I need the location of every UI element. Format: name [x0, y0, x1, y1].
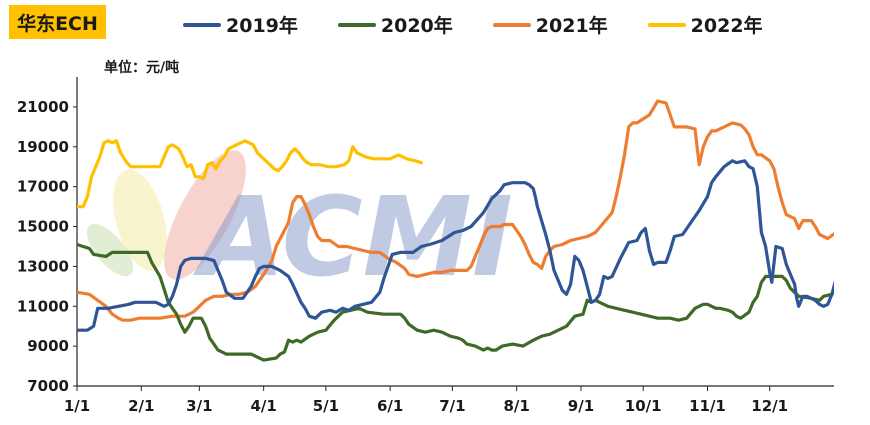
- legend-item-2020年: 2020年: [337, 11, 453, 38]
- y-tick-label: 7000: [27, 377, 69, 395]
- x-tick-label: 5/1: [313, 397, 339, 415]
- x-tick-label: 11/1: [689, 397, 726, 415]
- axes: 7000 9000 11000 13000 15000 17000 19000 21000 1/…: [17, 77, 834, 415]
- x-tick-label: 8/1: [504, 397, 530, 415]
- legend-label: 2019年: [226, 15, 298, 37]
- chart-title-badge: 华东ECH: [9, 5, 106, 39]
- x-tick-label: 3/1: [186, 397, 212, 415]
- watermark-logo: ACMI: [86, 150, 513, 301]
- x-tick-label: 2/1: [128, 397, 154, 415]
- legend-swatch: [492, 22, 531, 27]
- y-tick-label: 13000: [17, 257, 69, 275]
- x-tick-label: 6/1: [377, 397, 403, 415]
- y-tick-label: 21000: [17, 98, 69, 116]
- legend-item-2019年: 2019年: [183, 11, 298, 38]
- series-line-2020年: [77, 242, 834, 362]
- series-line-2021年: [77, 99, 834, 322]
- y-tick-label: 11000: [17, 297, 69, 315]
- legend-item-2021年: 2021年: [492, 11, 608, 38]
- legend-label: 2020年: [380, 15, 453, 37]
- legend-item-2022年: 2022年: [647, 11, 763, 38]
- x-tick-label: 10/1: [625, 397, 662, 415]
- x-tick-label: 4/1: [250, 397, 276, 415]
- y-tick-label: 19000: [17, 138, 69, 156]
- y-tick-label: 17000: [17, 178, 69, 196]
- y-tick-label: 9000: [27, 337, 69, 355]
- legend-label: 2021年: [535, 15, 608, 37]
- legend-label: 2022年: [690, 15, 763, 37]
- legend-swatch: [337, 22, 376, 27]
- series-line-2019年: [77, 159, 834, 332]
- series-layer: [77, 99, 834, 362]
- series-line-2022年: [77, 139, 423, 209]
- y-tick-label: 15000: [17, 218, 69, 236]
- unit-label: 单位：元/吨: [104, 60, 180, 76]
- x-tick-label: 9/1: [568, 397, 594, 415]
- x-tick-label: 1/1: [64, 397, 90, 415]
- watermark-text: ACMI: [192, 173, 513, 301]
- legend-swatch: [183, 22, 221, 27]
- x-tick-label: 7/1: [439, 397, 465, 415]
- chart-title: 华东ECH: [17, 12, 98, 35]
- legend-swatch: [647, 22, 686, 27]
- legend: 2019年 2020年 2021年 2022年: [183, 11, 803, 38]
- x-tick-label: 12/1: [751, 397, 788, 415]
